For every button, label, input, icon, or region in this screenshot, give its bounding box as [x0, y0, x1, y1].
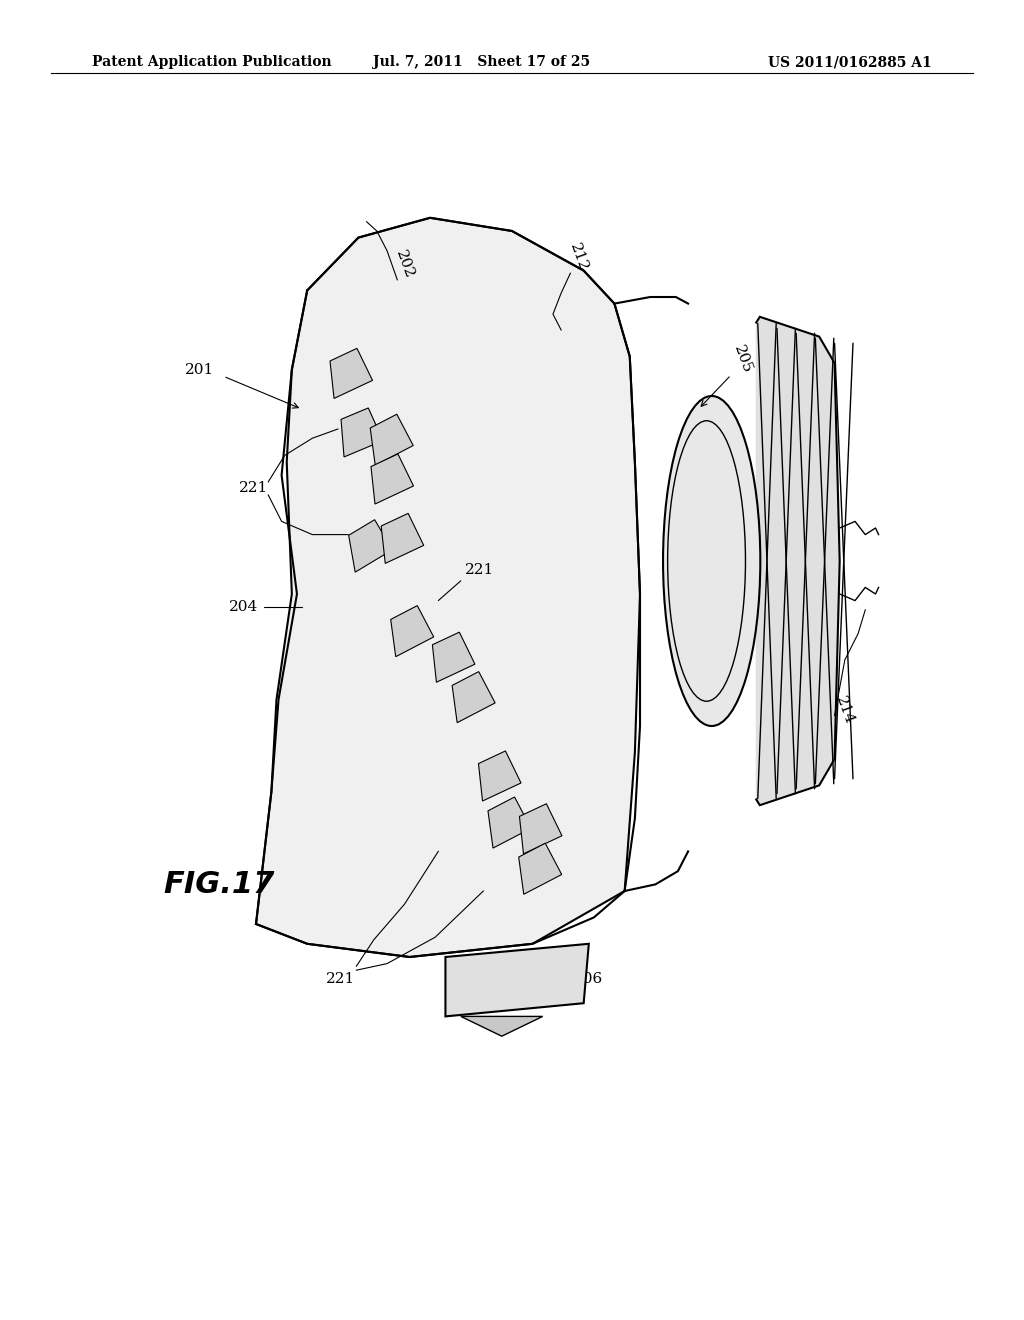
- Polygon shape: [341, 408, 383, 457]
- Text: Patent Application Publication: Patent Application Publication: [92, 55, 332, 70]
- Ellipse shape: [664, 396, 760, 726]
- Polygon shape: [381, 513, 424, 564]
- Text: 221: 221: [465, 564, 494, 577]
- Polygon shape: [256, 218, 640, 957]
- Text: 214: 214: [834, 694, 856, 726]
- Text: 204: 204: [229, 601, 258, 614]
- Polygon shape: [478, 751, 521, 801]
- Text: 212: 212: [567, 242, 590, 273]
- Text: Jul. 7, 2011   Sheet 17 of 25: Jul. 7, 2011 Sheet 17 of 25: [373, 55, 590, 70]
- Polygon shape: [348, 520, 392, 572]
- Polygon shape: [445, 944, 589, 1016]
- Text: FIG.17: FIG.17: [164, 870, 275, 899]
- Polygon shape: [488, 797, 531, 847]
- Polygon shape: [519, 843, 562, 894]
- Polygon shape: [453, 672, 496, 722]
- Text: 202: 202: [393, 248, 416, 280]
- Polygon shape: [371, 414, 414, 465]
- Polygon shape: [519, 804, 562, 854]
- Polygon shape: [330, 348, 373, 399]
- Polygon shape: [432, 632, 475, 682]
- Polygon shape: [756, 317, 840, 805]
- Text: 221: 221: [327, 973, 355, 986]
- Text: 221: 221: [240, 482, 268, 495]
- Polygon shape: [461, 1016, 543, 1036]
- Polygon shape: [391, 606, 434, 656]
- Text: US 2011/0162885 A1: US 2011/0162885 A1: [768, 55, 932, 70]
- Text: 205: 205: [731, 343, 754, 375]
- Text: 201: 201: [185, 363, 214, 376]
- Text: 206: 206: [574, 973, 603, 986]
- Polygon shape: [371, 454, 414, 504]
